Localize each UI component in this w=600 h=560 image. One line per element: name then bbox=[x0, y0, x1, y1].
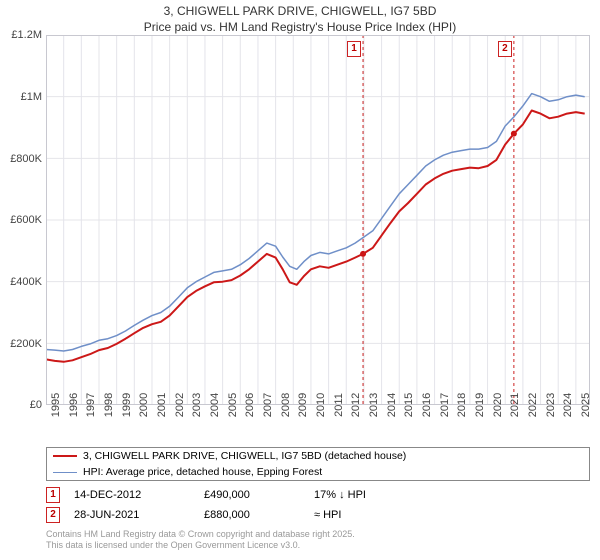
chart-plot-area: £0£200K£400K£600K£800K£1M£1.2M12 bbox=[46, 35, 590, 405]
x-tick-label: 2001 bbox=[156, 393, 168, 417]
title-line-1: 3, CHIGWELL PARK DRIVE, CHIGWELL, IG7 5B… bbox=[0, 4, 600, 20]
x-tick-label: 2014 bbox=[386, 393, 398, 417]
sale-price-2: £880,000 bbox=[204, 509, 314, 521]
y-tick-label: £1.2M bbox=[11, 29, 42, 41]
x-tick-label: 2000 bbox=[138, 393, 150, 417]
x-tick-label: 2017 bbox=[439, 393, 451, 417]
x-tick-label: 2003 bbox=[191, 393, 203, 417]
x-tick-label: 1995 bbox=[50, 393, 62, 417]
legend: 3, CHIGWELL PARK DRIVE, CHIGWELL, IG7 5B… bbox=[46, 447, 590, 481]
chart-container: 3, CHIGWELL PARK DRIVE, CHIGWELL, IG7 5B… bbox=[0, 0, 600, 560]
sale-hpi-1: 17% ↓ HPI bbox=[314, 489, 454, 501]
x-axis-ticks: 1995199619971998199920002001200220032004… bbox=[46, 405, 590, 445]
sale-marker-flag: 1 bbox=[347, 41, 361, 57]
y-tick-label: £0 bbox=[30, 399, 42, 411]
sale-price-1: £490,000 bbox=[204, 489, 314, 501]
x-tick-label: 2019 bbox=[474, 393, 486, 417]
sale-date-2: 28-JUN-2021 bbox=[74, 509, 204, 521]
x-tick-label: 2022 bbox=[527, 393, 539, 417]
legend-label-hpi: HPI: Average price, detached house, Eppi… bbox=[83, 466, 322, 478]
y-tick-label: £600K bbox=[10, 214, 42, 226]
y-tick-label: £400K bbox=[10, 276, 42, 288]
x-tick-label: 2002 bbox=[174, 393, 186, 417]
x-tick-label: 2005 bbox=[227, 393, 239, 417]
y-tick-label: £200K bbox=[10, 338, 42, 350]
legend-item-price: 3, CHIGWELL PARK DRIVE, CHIGWELL, IG7 5B… bbox=[47, 448, 589, 464]
x-tick-label: 2023 bbox=[545, 393, 557, 417]
sale-marker-flag: 2 bbox=[498, 41, 512, 57]
x-tick-label: 2021 bbox=[509, 393, 521, 417]
legend-swatch-hpi bbox=[53, 472, 77, 473]
x-tick-label: 2010 bbox=[315, 393, 327, 417]
legend-swatch-price bbox=[53, 455, 77, 457]
legend-item-hpi: HPI: Average price, detached house, Eppi… bbox=[47, 464, 589, 480]
x-tick-label: 2015 bbox=[403, 393, 415, 417]
sale-row-1: 1 14-DEC-2012 £490,000 17% ↓ HPI bbox=[46, 485, 590, 505]
x-tick-label: 1999 bbox=[121, 393, 133, 417]
x-tick-label: 2016 bbox=[421, 393, 433, 417]
x-tick-label: 2018 bbox=[456, 393, 468, 417]
x-tick-label: 2004 bbox=[209, 393, 221, 417]
x-tick-label: 2006 bbox=[244, 393, 256, 417]
x-tick-label: 2013 bbox=[368, 393, 380, 417]
x-tick-label: 1996 bbox=[68, 393, 80, 417]
legend-label-price: 3, CHIGWELL PARK DRIVE, CHIGWELL, IG7 5B… bbox=[83, 450, 406, 462]
x-tick-label: 2009 bbox=[297, 393, 309, 417]
x-tick-label: 1998 bbox=[103, 393, 115, 417]
x-tick-label: 2011 bbox=[333, 393, 345, 417]
x-tick-label: 2025 bbox=[580, 393, 592, 417]
x-tick-label: 2008 bbox=[280, 393, 292, 417]
x-tick-label: 2007 bbox=[262, 393, 274, 417]
title-line-2: Price paid vs. HM Land Registry's House … bbox=[0, 20, 600, 36]
sale-date-1: 14-DEC-2012 bbox=[74, 489, 204, 501]
x-tick-label: 1997 bbox=[85, 393, 97, 417]
x-tick-label: 2020 bbox=[492, 393, 504, 417]
line-chart-svg bbox=[46, 35, 590, 405]
chart-title: 3, CHIGWELL PARK DRIVE, CHIGWELL, IG7 5B… bbox=[0, 0, 600, 35]
footer-line-1: Contains HM Land Registry data © Crown c… bbox=[46, 529, 590, 540]
y-tick-label: £1M bbox=[21, 91, 42, 103]
sales-table: 1 14-DEC-2012 £490,000 17% ↓ HPI 2 28-JU… bbox=[46, 485, 590, 525]
sale-marker-1: 1 bbox=[46, 487, 60, 503]
footer-line-2: This data is licensed under the Open Gov… bbox=[46, 540, 590, 551]
sale-row-2: 2 28-JUN-2021 £880,000 ≈ HPI bbox=[46, 505, 590, 525]
chart-footer: Contains HM Land Registry data © Crown c… bbox=[46, 529, 590, 551]
sale-marker-2: 2 bbox=[46, 507, 60, 523]
x-tick-label: 2024 bbox=[562, 393, 574, 417]
y-tick-label: £800K bbox=[10, 153, 42, 165]
sale-hpi-2: ≈ HPI bbox=[314, 509, 454, 521]
x-tick-label: 2012 bbox=[350, 393, 362, 417]
